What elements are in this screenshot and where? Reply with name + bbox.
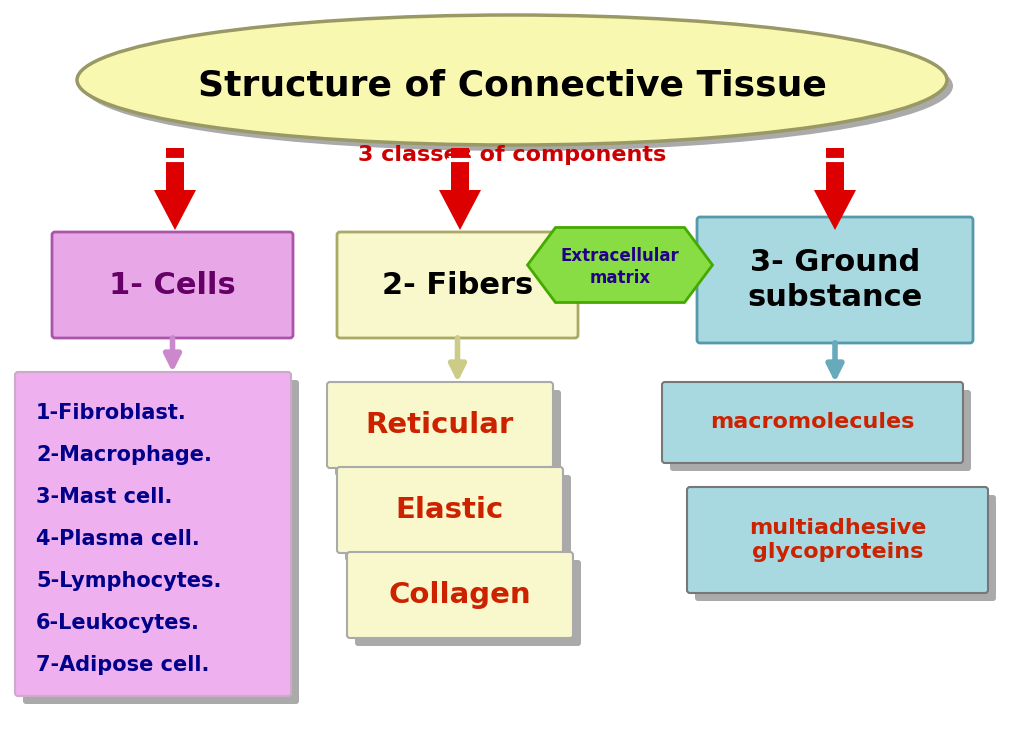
Text: 3- Ground
substance: 3- Ground substance	[748, 247, 923, 312]
Text: multiadhesive
glycoproteins: multiadhesive glycoproteins	[749, 518, 926, 562]
Text: 3 classes of components: 3 classes of components	[357, 145, 667, 165]
Text: Collagen: Collagen	[389, 581, 531, 609]
FancyBboxPatch shape	[347, 552, 573, 638]
Text: 2-Macrophage.: 2-Macrophage.	[36, 445, 212, 465]
Text: 1-Fibroblast.: 1-Fibroblast.	[36, 403, 186, 423]
Text: 5-Lymphocytes.: 5-Lymphocytes.	[36, 571, 221, 591]
FancyBboxPatch shape	[52, 232, 293, 338]
Text: 4-Plasma cell.: 4-Plasma cell.	[36, 529, 200, 549]
FancyBboxPatch shape	[337, 467, 563, 553]
FancyBboxPatch shape	[687, 487, 988, 593]
Ellipse shape	[83, 21, 953, 151]
FancyBboxPatch shape	[335, 390, 561, 476]
FancyBboxPatch shape	[337, 232, 578, 338]
Text: Extracellular
matrix: Extracellular matrix	[560, 247, 679, 287]
Text: Structure of Connective Tissue: Structure of Connective Tissue	[198, 68, 826, 102]
Polygon shape	[814, 148, 856, 230]
FancyBboxPatch shape	[327, 382, 553, 468]
FancyBboxPatch shape	[345, 475, 571, 561]
Text: macromolecules: macromolecules	[711, 412, 914, 432]
FancyBboxPatch shape	[670, 390, 971, 471]
FancyBboxPatch shape	[355, 560, 581, 646]
Text: 2- Fibers: 2- Fibers	[382, 271, 534, 299]
Polygon shape	[439, 148, 481, 230]
Text: 1- Cells: 1- Cells	[110, 271, 236, 299]
Text: 3-Mast cell.: 3-Mast cell.	[36, 487, 172, 507]
FancyBboxPatch shape	[695, 495, 996, 601]
Polygon shape	[154, 148, 196, 230]
FancyBboxPatch shape	[697, 217, 973, 343]
Text: 7-Adipose cell.: 7-Adipose cell.	[36, 655, 209, 675]
FancyBboxPatch shape	[23, 380, 299, 704]
Text: Elastic: Elastic	[396, 496, 504, 524]
Text: 6-Leukocytes.: 6-Leukocytes.	[36, 613, 200, 633]
Polygon shape	[527, 228, 713, 302]
FancyBboxPatch shape	[15, 372, 291, 696]
FancyBboxPatch shape	[662, 382, 963, 463]
Text: Reticular: Reticular	[366, 411, 514, 439]
Ellipse shape	[77, 15, 947, 145]
